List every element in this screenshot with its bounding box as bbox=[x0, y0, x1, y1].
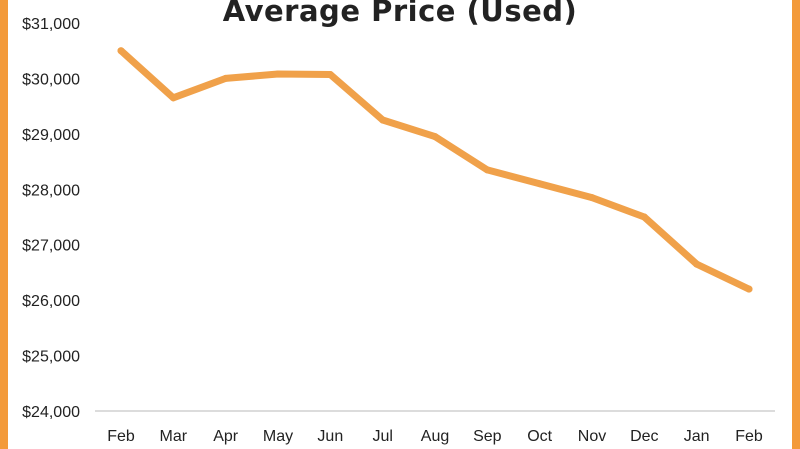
x-tick-label: Oct bbox=[527, 428, 552, 445]
data-point bbox=[326, 71, 334, 79]
x-tick-label: Feb bbox=[735, 428, 763, 445]
y-tick-label: $31,000 bbox=[22, 16, 80, 33]
x-tick-label: Jul bbox=[372, 428, 392, 445]
y-tick-label: $27,000 bbox=[22, 238, 80, 255]
data-point bbox=[693, 260, 701, 268]
data-point bbox=[379, 116, 387, 124]
data-point bbox=[640, 213, 648, 221]
x-tick-label: Sep bbox=[473, 428, 502, 445]
data-point bbox=[745, 285, 753, 293]
y-tick-label: $29,000 bbox=[22, 127, 80, 144]
data-point bbox=[222, 74, 230, 82]
x-tick-label: May bbox=[263, 428, 293, 445]
series-line bbox=[117, 47, 753, 293]
data-point bbox=[274, 70, 282, 78]
data-point bbox=[536, 180, 544, 188]
data-point bbox=[588, 194, 596, 202]
x-tick-label: Jun bbox=[317, 428, 343, 445]
x-tick-label: Apr bbox=[213, 428, 239, 445]
x-tick-label: Mar bbox=[160, 428, 188, 445]
chart-title: Average Price (Used) bbox=[222, 0, 578, 28]
x-tick-label: Nov bbox=[578, 428, 606, 445]
y-tick-label: $26,000 bbox=[22, 293, 80, 310]
x-tick-label: Jan bbox=[684, 428, 710, 445]
data-point bbox=[117, 47, 125, 55]
data-point bbox=[483, 166, 491, 174]
y-tick-label: $25,000 bbox=[22, 349, 80, 366]
x-tick-label: Feb bbox=[107, 428, 135, 445]
x-tick-label: Aug bbox=[421, 428, 449, 445]
right-frame-border bbox=[792, 0, 800, 449]
y-tick-label: $24,000 bbox=[22, 404, 80, 421]
data-point bbox=[431, 133, 439, 141]
y-tick-label: $30,000 bbox=[22, 71, 80, 88]
left-frame-border bbox=[0, 0, 8, 449]
y-tick-label: $28,000 bbox=[22, 182, 80, 199]
data-point bbox=[169, 94, 177, 102]
x-tick-label: Dec bbox=[630, 428, 658, 445]
